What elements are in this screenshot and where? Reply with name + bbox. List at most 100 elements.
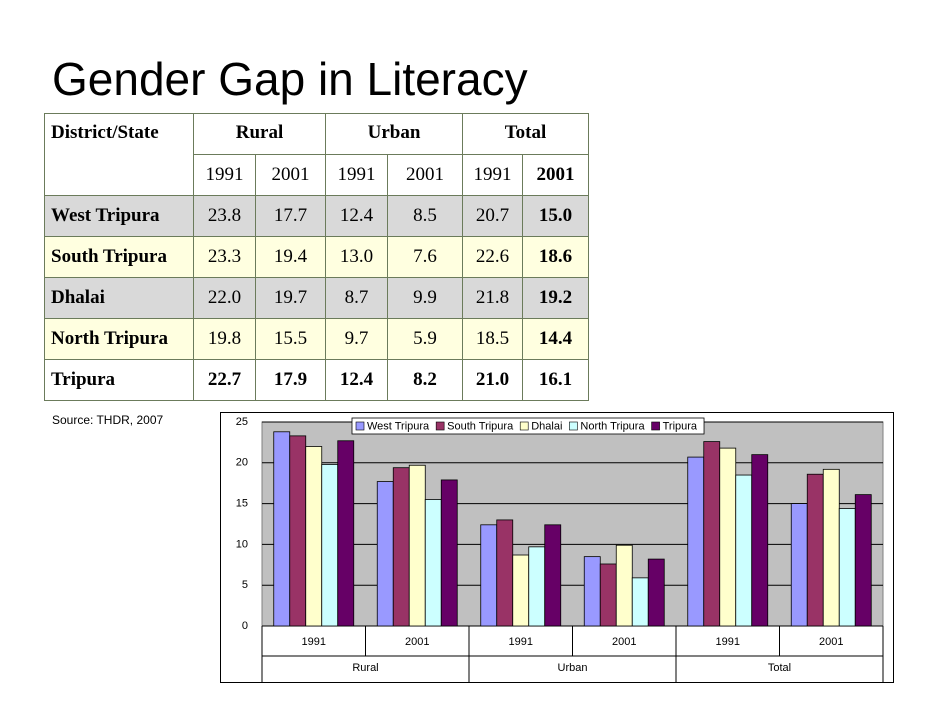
table-cell: Rural xyxy=(193,113,326,155)
table-cell: 1991 xyxy=(325,154,388,196)
table-row: District/State Rural Urban Total xyxy=(44,113,589,196)
y-tick-label: 15 xyxy=(236,498,248,510)
table-row: Dhalai 22.0 19.7 8.7 9.9 21.8 19.2 xyxy=(44,277,589,319)
bar xyxy=(735,474,753,627)
table-cell: 1991 xyxy=(193,154,256,196)
bar xyxy=(544,524,562,627)
table-cell: West Tripura xyxy=(44,195,194,237)
table-row: South Tripura 23.3 19.4 13.0 7.6 22.6 18.6 xyxy=(44,236,589,278)
plot-area xyxy=(261,421,884,627)
legend-label: North Tripura xyxy=(580,420,645,432)
table-cell: 9.7 xyxy=(325,318,388,360)
table-cell: 8.5 xyxy=(387,195,463,237)
table-cell: 15.5 xyxy=(255,318,326,360)
slide-title: Gender Gap in Literacy xyxy=(52,53,528,105)
group-label: Urban xyxy=(558,662,588,674)
table-cell: 2001 xyxy=(255,154,326,196)
table-row: West Tripura 23.8 17.7 12.4 8.5 20.7 15.0 xyxy=(44,195,589,237)
legend-swatch xyxy=(651,421,660,431)
bar xyxy=(719,447,737,627)
bar xyxy=(703,441,721,627)
legend-label: Dhalai xyxy=(531,420,562,432)
table-cell: 12.4 xyxy=(325,359,388,401)
bar xyxy=(512,554,530,627)
bar xyxy=(838,508,856,627)
bar xyxy=(631,577,649,627)
bar xyxy=(392,467,410,627)
legend-label: Tripura xyxy=(663,420,698,432)
table-cell: 20.7 xyxy=(462,195,523,237)
bar xyxy=(408,464,426,627)
table-cell: 1991 xyxy=(462,154,523,196)
x-tick-label: 1991 xyxy=(302,636,326,648)
bar xyxy=(496,519,514,627)
bar xyxy=(790,503,808,627)
table-cell: 22.6 xyxy=(462,236,523,278)
table-cell: North Tripura xyxy=(44,318,194,360)
table-cell: 18.5 xyxy=(462,318,523,360)
legend-label: South Tripura xyxy=(447,420,514,432)
table-row: Tripura 22.7 17.9 12.4 8.2 21.0 16.1 xyxy=(44,359,589,401)
y-tick-label: 5 xyxy=(242,579,248,591)
table-row: 1991 2001 1991 2001 1991 2001 xyxy=(45,154,589,196)
legend-label: West Tripura xyxy=(367,420,430,432)
y-tick-label: 25 xyxy=(236,416,248,428)
bar xyxy=(806,473,824,627)
table-cell: 12.4 xyxy=(325,195,388,237)
legend-swatch xyxy=(435,421,445,431)
table-cell: 19.8 xyxy=(193,318,256,360)
table-cell: 7.6 xyxy=(387,236,463,278)
bar xyxy=(599,563,617,627)
bar xyxy=(751,454,769,627)
table-cell: District/State xyxy=(44,113,194,196)
bar xyxy=(321,464,339,627)
x-tick-label: 1991 xyxy=(716,636,740,648)
table-cell: 9.9 xyxy=(387,277,463,319)
bar xyxy=(273,431,291,627)
y-tick-label: 20 xyxy=(236,457,248,469)
table-cell: 14.4 xyxy=(522,318,589,360)
bar xyxy=(376,481,394,627)
table-cell: 16.1 xyxy=(522,359,589,401)
table-cell: 19.7 xyxy=(255,277,326,319)
y-tick-label: 10 xyxy=(236,538,248,550)
bar xyxy=(647,558,665,627)
legend: West Tripura South Tripura Dhalai North Tri… xyxy=(351,417,705,435)
legend-swatch xyxy=(519,421,529,431)
bar xyxy=(337,440,355,627)
table-cell: 22.7 xyxy=(193,359,256,401)
x-tick-label: 2001 xyxy=(819,636,843,648)
legend-swatch xyxy=(355,421,365,431)
table-cell: Dhalai xyxy=(44,277,194,319)
bar xyxy=(687,456,705,627)
legend-swatch xyxy=(569,421,578,431)
table-cell: 17.9 xyxy=(255,359,326,401)
table-cell: Urban xyxy=(325,113,463,155)
table-cell: 17.7 xyxy=(255,195,326,237)
table-cell: 23.8 xyxy=(193,195,256,237)
bar xyxy=(480,524,498,627)
table-cell: 2001 xyxy=(522,154,589,196)
bar xyxy=(440,479,458,627)
x-tick-label: 2001 xyxy=(405,636,429,648)
x-tick-label: 1991 xyxy=(509,636,533,648)
bar xyxy=(528,546,546,627)
table-cell: 21.8 xyxy=(462,277,523,319)
table-cell: 18.6 xyxy=(522,236,589,278)
table-cell: South Tripura xyxy=(44,236,194,278)
table-cell: 21.0 xyxy=(462,359,523,401)
source-note: Source: THDR, 2007 xyxy=(52,413,163,427)
data-table: District/State Rural Urban Total 1991 2001 199… xyxy=(44,113,589,401)
bar xyxy=(583,556,601,627)
group-label: Rural xyxy=(352,662,378,674)
table-cell: 8.2 xyxy=(387,359,463,401)
bar xyxy=(305,446,323,627)
table-cell: 8.7 xyxy=(325,277,388,319)
table-cell: 15.0 xyxy=(522,195,589,237)
group-label: Total xyxy=(768,662,791,674)
table-cell: 13.0 xyxy=(325,236,388,278)
bar xyxy=(424,499,442,627)
table-row: North Tripura 19.8 15.5 9.7 5.9 18.5 14.4 xyxy=(44,318,589,360)
